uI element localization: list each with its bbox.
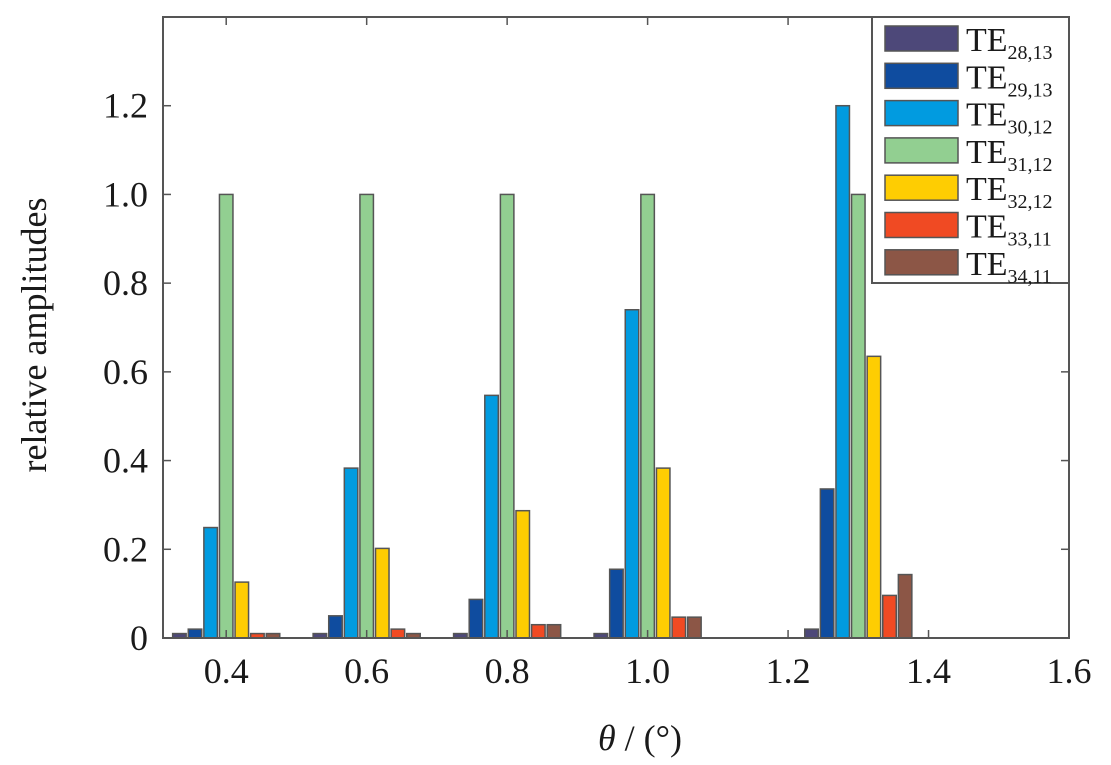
legend-label: TE30,12 — [966, 97, 1053, 139]
legend: TE28,13TE29,13TE30,12TE31,12TE32,12TE33,… — [871, 16, 1070, 288]
legend-label-main: TE — [966, 22, 1008, 59]
bar-28-13-x1.3 — [804, 628, 820, 639]
legend-label-main: TE — [966, 171, 1008, 208]
bar-30-12-x1.3 — [835, 104, 851, 639]
bars-layer — [171, 104, 913, 639]
legend-swatch — [884, 249, 959, 276]
legend-label-main: TE — [966, 246, 1008, 283]
x-tick-label: 1.0 — [625, 651, 670, 691]
legend-label-subscript: 29,13 — [1008, 79, 1053, 101]
legend-label: TE33,11 — [966, 209, 1052, 251]
y-tick-label: 0.2 — [103, 529, 148, 569]
legend-label-subscript: 30,12 — [1008, 117, 1053, 139]
y-axis: 0 0.2 0.4 0.6 0.8 1.0 1.2 — [103, 86, 1069, 658]
legend-label: TE28,13 — [966, 22, 1053, 64]
legend-swatch — [884, 25, 959, 52]
bar-29-13-x0.6 — [327, 615, 343, 639]
bar-30-12-x0.8 — [484, 394, 500, 639]
bar-29-13-x0.4 — [187, 628, 203, 639]
bar-33-11-x0.8 — [530, 623, 546, 639]
bar-31-12-x0.4 — [218, 193, 234, 639]
legend-label: TE29,13 — [966, 59, 1053, 101]
bar-34-11-x0.8 — [546, 623, 562, 639]
y-tick-label: 1.0 — [103, 174, 148, 214]
bar-31-12-x1.3 — [850, 193, 866, 639]
x-axis-title: θ / (°) — [598, 718, 682, 758]
x-tick-label: 0.6 — [344, 651, 389, 691]
bar-32-12-x0.6 — [374, 547, 390, 639]
bar-31-12-x0.8 — [499, 193, 515, 639]
legend-label-subscript: 32,12 — [1008, 191, 1053, 213]
bar-30-12-x0.4 — [203, 526, 219, 639]
legend-label-main: TE — [966, 97, 1008, 134]
y-tick-label: 0.4 — [103, 441, 148, 481]
legend-label-main: TE — [966, 209, 1008, 246]
legend-label-subscript: 28,13 — [1008, 42, 1053, 64]
x-tick-label: 0.4 — [204, 651, 249, 691]
bar-34-11-x1 — [686, 616, 702, 639]
legend-label-main: TE — [966, 134, 1008, 171]
y-tick-label: 0.6 — [103, 352, 148, 392]
bar-29-13-x1 — [608, 568, 624, 639]
y-tick-label: 0.8 — [103, 263, 148, 303]
legend-swatch — [884, 62, 959, 90]
bar-33-11-x0.6 — [390, 628, 406, 639]
plot-frame — [162, 16, 1070, 639]
legend-label-subscript: 33,11 — [1008, 229, 1052, 251]
x-axis: 0.4 0.6 0.8 1.0 1.2 1.4 1.6 — [204, 17, 1092, 691]
x-tick-label: 0.8 — [485, 651, 530, 691]
legend-swatch — [884, 174, 959, 201]
bar-32-12-x0.8 — [515, 509, 531, 639]
bar-32-12-x1 — [655, 467, 671, 639]
legend-swatch — [884, 211, 959, 239]
y-axis-title: relative amplitudes — [14, 198, 54, 473]
bar-33-11-x1.3 — [882, 594, 898, 639]
bar-32-12-x0.4 — [234, 581, 250, 639]
legend-label-subscript: 31,12 — [1008, 154, 1053, 176]
legend-label: TE31,12 — [966, 134, 1053, 176]
bar-30-12-x1 — [624, 309, 640, 639]
bar-29-13-x0.8 — [468, 598, 484, 639]
bar-30-12-x0.6 — [343, 467, 359, 639]
legend-label: TE32,12 — [966, 171, 1053, 213]
x-axis-unit: / (°) — [616, 718, 682, 758]
legend-swatch — [884, 99, 959, 127]
bar-29-13-x1.3 — [819, 488, 835, 639]
legend-label-main: TE — [966, 59, 1008, 96]
legend-label: TE34,11 — [966, 246, 1052, 288]
bar-33-11-x1 — [671, 616, 687, 639]
bar-34-11-x1.3 — [897, 573, 913, 639]
x-tick-label: 1.6 — [1047, 651, 1092, 691]
bar-32-12-x1.3 — [866, 355, 882, 639]
y-tick-label: 1.2 — [103, 86, 148, 126]
legend-label-subscript: 34,11 — [1008, 266, 1052, 288]
y-tick-label: 0 — [130, 618, 148, 658]
x-tick-label: 1.4 — [906, 651, 951, 691]
bar-31-12-x1 — [640, 193, 656, 639]
bar-31-12-x0.6 — [359, 193, 375, 639]
legend-swatch — [884, 137, 959, 164]
x-tick-label: 1.2 — [766, 651, 811, 691]
x-axis-symbol: θ — [598, 718, 616, 758]
